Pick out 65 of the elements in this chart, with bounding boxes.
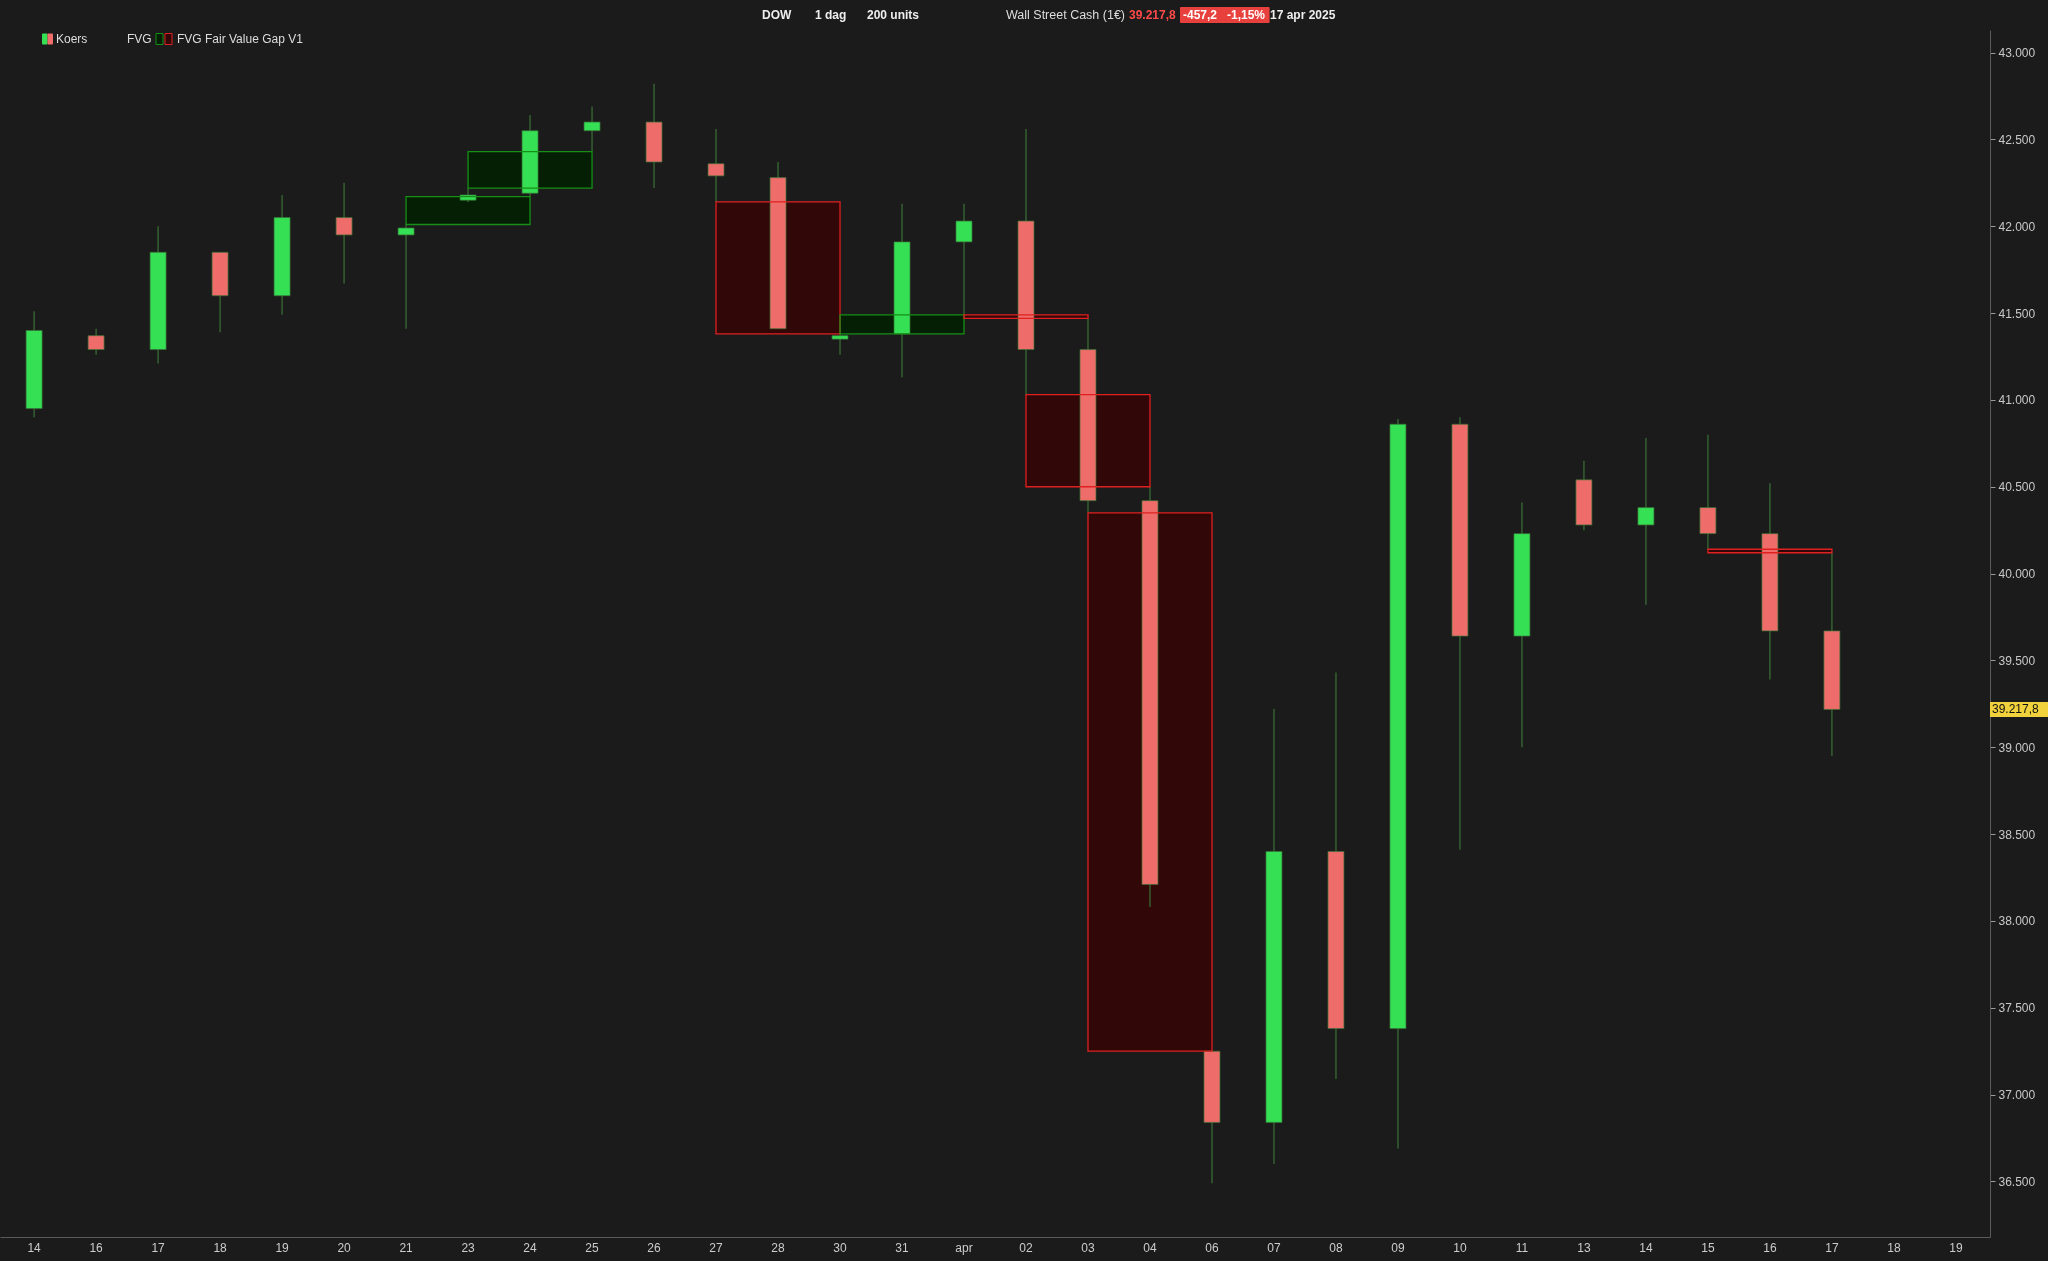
candlestick (955, 203, 973, 316)
x-tick-label: 16 (1763, 1240, 1777, 1255)
x-tick-label: 17 (151, 1240, 166, 1255)
x-tick-label: 11 (1515, 1240, 1529, 1255)
y-tick-label: 39.500 (1998, 653, 2036, 668)
annotation: FVG (127, 32, 152, 46)
x-tick-label: 06 (1205, 1240, 1219, 1255)
text: 1 dag (815, 8, 847, 22)
x-tick-label: 13 (1577, 1240, 1591, 1255)
x-tick-label: 15 (1701, 1240, 1715, 1255)
x-tick-label: 19 (275, 1240, 290, 1255)
x-tick-label: 10 (1453, 1240, 1467, 1255)
text: 39.217,8 (1129, 8, 1177, 22)
x-tick-label: 27 (709, 1240, 724, 1255)
x-tick-label: 03 (1081, 1240, 1095, 1255)
text: -1,15% (1227, 8, 1266, 22)
y-tick-label: 41.500 (1998, 306, 2036, 321)
x-tick-label: 19 (1949, 1240, 1963, 1255)
x-tick-label: 31 (895, 1240, 909, 1255)
x-tick-label: 14 (27, 1240, 42, 1255)
x-tick-label: 18 (1887, 1240, 1901, 1255)
text: 200 units (867, 8, 920, 22)
x-tick-label: 17 (1825, 1240, 1839, 1255)
x-tick-label: 04 (1143, 1240, 1157, 1255)
x-tick-label: 25 (585, 1240, 600, 1255)
y-tick-label: 42.000 (1998, 219, 2036, 234)
x-tick-label: 28 (771, 1240, 786, 1255)
x-tick-label: 14 (1639, 1240, 1653, 1255)
x-tick-label: 08 (1329, 1240, 1343, 1255)
y-tick-label: 36.500 (1998, 1174, 2036, 1189)
y-tick-label: 43.000 (1998, 46, 2036, 61)
x-tick-label: 30 (833, 1240, 848, 1255)
y-tick-label: 40.000 (1998, 567, 2036, 582)
x-tick-label: 09 (1391, 1240, 1405, 1255)
candlestick (707, 128, 725, 203)
x-tick-label: 07 (1267, 1240, 1281, 1255)
legend-label: FVG Fair Value Gap V1 (177, 32, 304, 46)
text: DOW (762, 8, 792, 22)
x-tick-label: 24 (523, 1240, 538, 1255)
y-tick-label: 41.000 (1998, 393, 2036, 408)
y-tick-label: 38.000 (1998, 914, 2036, 929)
text: 39.217,8 (1992, 702, 2040, 717)
x-tick-label: 16 (89, 1240, 104, 1255)
y-tick-label: 38.500 (1998, 827, 2036, 842)
chart-title: Wall Street Cash (1€) (1006, 8, 1126, 22)
y-tick-label: 39.000 (1998, 740, 2036, 755)
x-tick-label: 26 (647, 1240, 662, 1255)
legend-label: Koers (56, 32, 88, 46)
candlestick (1637, 437, 1655, 606)
y-tick-label: 40.500 (1998, 480, 2036, 495)
x-tick-label: 23 (461, 1240, 476, 1255)
x-tick-label: 18 (213, 1240, 228, 1255)
x-tick-label: 20 (337, 1240, 352, 1255)
x-tick-label: 21 (399, 1240, 414, 1255)
y-tick-label: 37.500 (1998, 1001, 2036, 1016)
y-tick-label: 42.500 (1998, 132, 2036, 147)
text: 17 apr 2025 (1270, 8, 1336, 22)
x-tick-label: 02 (1019, 1240, 1033, 1255)
candlestick (87, 328, 105, 356)
candlestick (397, 223, 415, 330)
x-tick-label: apr (955, 1240, 973, 1255)
text: -457,2 (1183, 8, 1218, 22)
candlestick (583, 105, 601, 153)
candlestick (335, 182, 353, 285)
y-tick-label: 37.000 (1998, 1088, 2036, 1103)
